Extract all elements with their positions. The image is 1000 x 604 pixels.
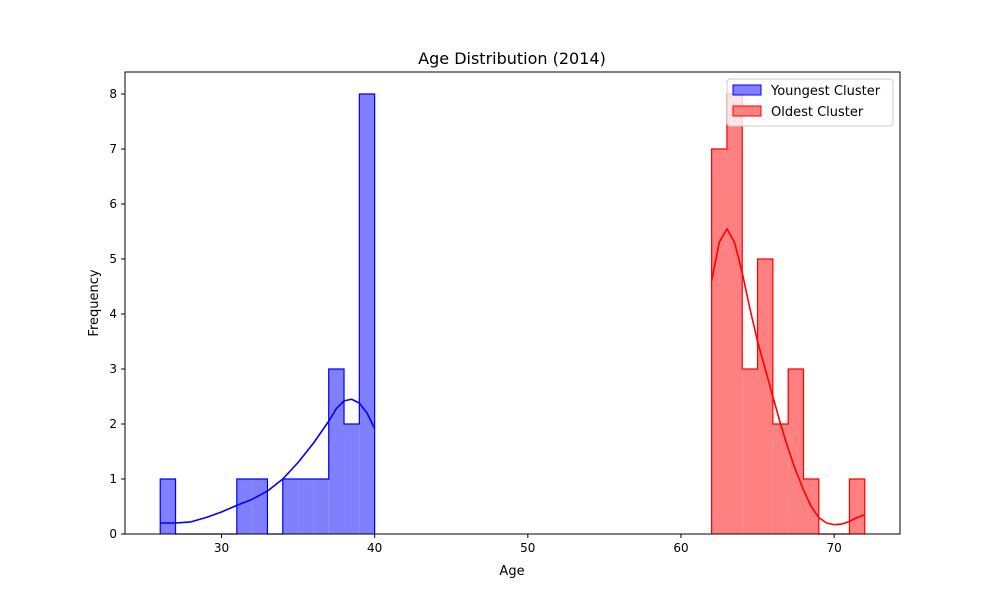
chart-title: Age Distribution (2014) — [418, 49, 606, 68]
x-tick-label: 40 — [367, 541, 382, 555]
kde-line-oldest — [710, 227, 866, 526]
y-tick-label: 2 — [109, 417, 117, 431]
y-tick-label: 7 — [109, 142, 117, 156]
y-tick-label: 5 — [109, 252, 117, 266]
y-tick-label: 4 — [109, 307, 117, 321]
histogram-bar-youngest — [252, 479, 268, 534]
legend-label-youngest: Youngest Cluster — [770, 84, 881, 99]
y-tick-label: 1 — [109, 472, 117, 486]
y-tick-label: 8 — [109, 87, 117, 101]
histogram-bar-youngest — [282, 479, 299, 534]
kde-line-youngest — [160, 398, 376, 524]
histogram-bar-youngest — [328, 369, 345, 534]
histogram-bar-oldest — [757, 259, 773, 534]
x-tick-label: 50 — [520, 541, 535, 555]
histogram-bar-oldest — [788, 369, 804, 534]
x-axis-label: Age — [499, 564, 524, 579]
y-axis-label: Frequency — [87, 269, 102, 336]
histogram-bar-oldest — [772, 424, 789, 534]
y-tick-label: 0 — [109, 527, 117, 541]
histogram-bar-oldest — [742, 369, 758, 534]
kde-curves — [160, 227, 866, 526]
histogram-bar-youngest — [160, 479, 176, 534]
histogram-bar-youngest — [236, 479, 253, 534]
x-tick-label: 60 — [673, 541, 688, 555]
legend: Youngest Cluster Oldest Cluster — [726, 78, 894, 127]
legend-swatch-youngest — [732, 84, 762, 96]
histogram-bar-oldest — [849, 479, 865, 534]
x-tick-label: 70 — [826, 541, 841, 555]
histogram-bar-youngest — [298, 479, 314, 534]
histogram-bar-youngest — [313, 479, 329, 534]
y-tick-label: 3 — [109, 362, 117, 376]
y-axis-ticks: 0 1 2 3 4 5 6 7 8 — [109, 87, 125, 541]
histogram-bar-youngest — [359, 94, 375, 534]
histogram-bars — [159, 93, 866, 535]
histogram-bar-oldest — [726, 94, 743, 534]
x-tick-label: 30 — [214, 541, 229, 555]
legend-swatch-oldest — [732, 105, 762, 117]
y-tick-label: 6 — [109, 197, 117, 211]
histogram-bar-youngest — [344, 424, 360, 534]
histogram-bar-oldest — [711, 149, 727, 534]
x-axis-ticks: 30 40 50 60 70 — [214, 534, 842, 555]
legend-label-oldest: Oldest Cluster — [771, 105, 864, 120]
legend-box — [726, 78, 894, 127]
plot-frame — [124, 71, 901, 535]
